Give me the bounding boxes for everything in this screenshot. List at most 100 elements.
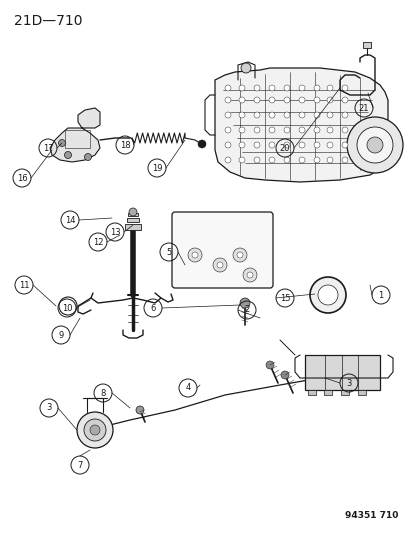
Circle shape xyxy=(313,157,319,163)
Circle shape xyxy=(64,151,71,158)
Text: 14: 14 xyxy=(64,215,75,224)
Text: 19: 19 xyxy=(152,164,162,173)
Circle shape xyxy=(247,272,252,278)
Circle shape xyxy=(224,127,230,133)
Circle shape xyxy=(326,142,332,148)
Circle shape xyxy=(254,112,259,118)
Circle shape xyxy=(326,112,332,118)
Circle shape xyxy=(268,97,274,103)
Circle shape xyxy=(317,285,337,305)
FancyBboxPatch shape xyxy=(128,213,138,216)
Text: 4: 4 xyxy=(185,384,190,392)
Circle shape xyxy=(224,97,230,103)
Text: 13: 13 xyxy=(109,228,120,237)
FancyBboxPatch shape xyxy=(125,224,141,230)
Circle shape xyxy=(238,112,244,118)
Circle shape xyxy=(254,157,259,163)
Circle shape xyxy=(298,157,304,163)
Circle shape xyxy=(268,157,274,163)
Circle shape xyxy=(266,361,273,369)
FancyBboxPatch shape xyxy=(307,390,315,395)
FancyBboxPatch shape xyxy=(323,390,331,395)
Polygon shape xyxy=(214,68,387,182)
Circle shape xyxy=(268,112,274,118)
Circle shape xyxy=(280,371,288,379)
Text: 21D—710: 21D—710 xyxy=(14,14,82,28)
Circle shape xyxy=(298,127,304,133)
Circle shape xyxy=(254,97,259,103)
FancyBboxPatch shape xyxy=(340,390,348,395)
Circle shape xyxy=(341,112,347,118)
Circle shape xyxy=(242,268,256,282)
FancyBboxPatch shape xyxy=(357,390,365,395)
Circle shape xyxy=(298,142,304,148)
Circle shape xyxy=(283,97,289,103)
Circle shape xyxy=(326,157,332,163)
Circle shape xyxy=(84,154,91,160)
Circle shape xyxy=(240,298,249,308)
Circle shape xyxy=(224,85,230,91)
Circle shape xyxy=(313,97,319,103)
Circle shape xyxy=(313,112,319,118)
Circle shape xyxy=(233,248,247,262)
Circle shape xyxy=(238,97,244,103)
Circle shape xyxy=(192,252,197,258)
Text: 16: 16 xyxy=(17,174,27,182)
Circle shape xyxy=(268,142,274,148)
Text: 3: 3 xyxy=(346,378,351,387)
Circle shape xyxy=(298,97,304,103)
Circle shape xyxy=(212,258,226,272)
Circle shape xyxy=(341,157,347,163)
Circle shape xyxy=(240,63,250,73)
Circle shape xyxy=(238,127,244,133)
FancyBboxPatch shape xyxy=(362,42,370,48)
Circle shape xyxy=(188,248,202,262)
Text: 9: 9 xyxy=(58,330,64,340)
Circle shape xyxy=(129,208,137,216)
Circle shape xyxy=(224,112,230,118)
Circle shape xyxy=(268,127,274,133)
Text: 94351 710: 94351 710 xyxy=(344,511,397,520)
Circle shape xyxy=(313,127,319,133)
Circle shape xyxy=(224,142,230,148)
FancyBboxPatch shape xyxy=(127,218,139,222)
Text: 6: 6 xyxy=(150,303,155,312)
Circle shape xyxy=(238,142,244,148)
Circle shape xyxy=(84,419,106,441)
Circle shape xyxy=(283,85,289,91)
Circle shape xyxy=(254,142,259,148)
Circle shape xyxy=(58,140,65,147)
Circle shape xyxy=(238,85,244,91)
Circle shape xyxy=(224,157,230,163)
Circle shape xyxy=(236,252,242,258)
Circle shape xyxy=(309,277,345,313)
Text: 15: 15 xyxy=(279,294,290,303)
Circle shape xyxy=(283,142,289,148)
Circle shape xyxy=(298,112,304,118)
Circle shape xyxy=(356,127,392,163)
Circle shape xyxy=(238,157,244,163)
Circle shape xyxy=(313,142,319,148)
Circle shape xyxy=(268,85,274,91)
Circle shape xyxy=(366,137,382,153)
Circle shape xyxy=(254,85,259,91)
Circle shape xyxy=(346,117,402,173)
Circle shape xyxy=(283,157,289,163)
Text: 18: 18 xyxy=(119,141,130,149)
Circle shape xyxy=(341,85,347,91)
Circle shape xyxy=(341,127,347,133)
Text: 7: 7 xyxy=(77,461,83,470)
Circle shape xyxy=(77,412,113,448)
Text: 2: 2 xyxy=(244,305,249,314)
Circle shape xyxy=(298,85,304,91)
Circle shape xyxy=(326,85,332,91)
Text: 5: 5 xyxy=(166,247,171,256)
Polygon shape xyxy=(50,108,100,162)
FancyBboxPatch shape xyxy=(171,212,272,288)
Circle shape xyxy=(90,425,100,435)
Text: 20: 20 xyxy=(279,143,290,152)
Circle shape xyxy=(283,127,289,133)
Circle shape xyxy=(341,97,347,103)
Circle shape xyxy=(136,406,144,414)
Circle shape xyxy=(283,112,289,118)
